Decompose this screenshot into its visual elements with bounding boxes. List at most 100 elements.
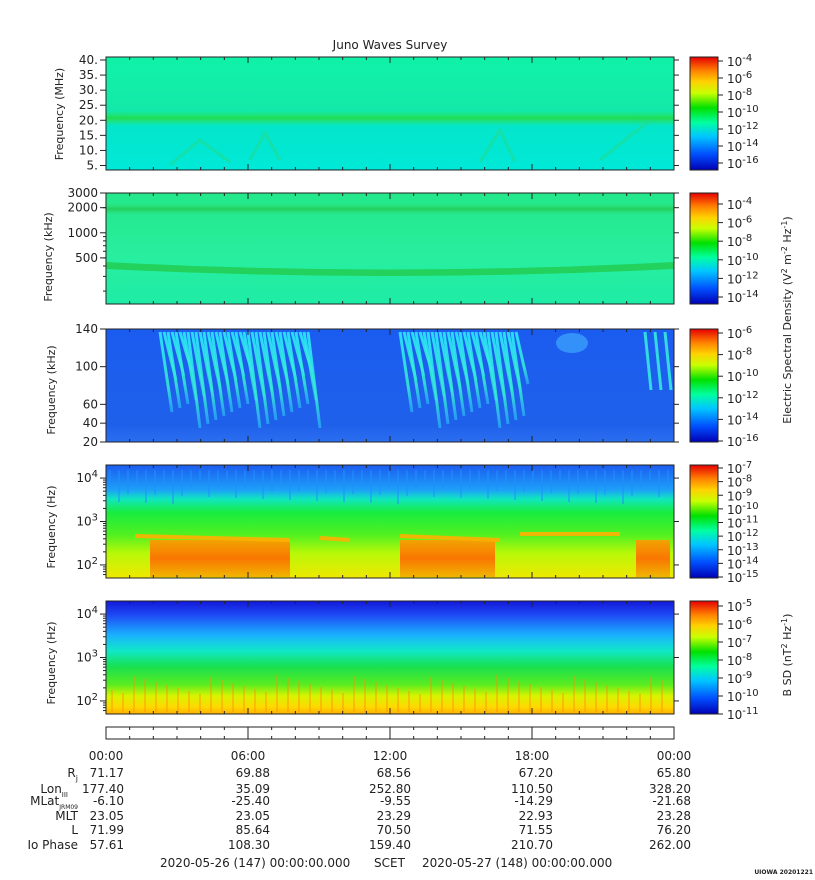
emission-line [134,532,620,542]
panel-1-spectrogram: Frequency (MHz) 5.10.15.20.25.30.35.40. [53,53,679,172]
colorbar-tick-label: 10-12 [727,390,759,406]
panel-3-bursts [158,331,673,429]
burst-streak [643,331,653,391]
burst-streak [502,331,518,421]
svg-text:MLT: MLT [55,809,78,823]
panel-4-spectrogram: Frequency (Hz) 102 103 104 [45,464,679,579]
panel-3-ylabel: Frequency (kHz) [45,345,58,434]
y-tick-label: 30. [79,83,98,97]
y-tick-label: 104 [76,469,98,485]
burst-streak [486,331,502,429]
colorbar-tick-label: 10-8 [727,233,752,249]
burst-streak [186,331,202,429]
svg-text:65.80: 65.80 [657,766,691,780]
panel-1-faint-arcs [169,118,651,167]
svg-text:-6.10: -6.10 [93,794,124,808]
svg-text:22.93: 22.93 [519,809,553,823]
burst-streak [234,331,250,405]
ephemeris-row-rj: Rj 71.17 69.88 68.56 67.20 65.80 [67,766,691,783]
y-tick-label: 140 [75,322,98,336]
y-tick-label: 103 [76,513,98,529]
burst-streak [202,331,218,421]
time-tick-label: 06:00 [231,749,266,763]
svg-text:-9.55: -9.55 [380,794,411,808]
y-tick-label: 104 [76,605,98,621]
y-tick-label: 102 [76,692,98,708]
panel-1-emission-band [106,110,674,126]
burst-streak [474,331,490,405]
colorbar-tick-label: 10-14 [727,411,759,427]
colorbar-tick-label: 10-6 [727,325,752,341]
burst-streak [466,331,482,409]
svg-text:LonIII: LonIII [40,782,68,799]
chart-title: Juno Waves Survey [332,38,448,52]
svg-text:Io Phase: Io Phase [27,838,78,852]
burst-streak [514,331,530,385]
burst-streak [406,331,422,409]
panel-2-ylabel: Frequency (kHz) [42,212,55,301]
svg-text:35.09: 35.09 [236,782,270,796]
svg-text:Rj: Rj [67,766,78,783]
y-tick-label: 40 [83,416,98,430]
burst-streak [450,331,466,417]
ephemeris-row-l: L 71.99 85.64 70.50 71.55 76.20 [71,823,691,837]
time-range-end: 2020-05-27 (148) 00:00:00.000 [422,856,612,870]
svg-text:71.99: 71.99 [90,823,124,837]
panel-5-spectrogram: Frequency (Hz) 102 103 104 [45,600,679,715]
panel-3-patch [556,333,588,353]
svg-text:23.29: 23.29 [377,809,411,823]
colorbar-tick-label: 10-8 [727,652,752,668]
panel-5-ylabel: Frequency (Hz) [45,622,58,705]
burst-streak [434,331,450,425]
colorbar-tick-label: 10-16 [727,433,759,449]
colorbar-3: 10-6 10-8 10-10 10-12 10-14 10-16 [689,325,759,449]
colorbar-2: 10-4 10-6 10-8 10-10 10-12 10-14 [689,192,759,305]
panel-5-background [106,601,674,714]
burst-streak [218,331,234,413]
hot-region [150,540,290,577]
burst-streak [286,331,302,409]
ephemeris-row-mlt: MLT 23.05 23.05 23.29 22.93 23.28 [55,809,691,823]
colorbar-tick-label: 10-10 [727,688,759,704]
colorbar-4: 10-710-810-910-1010-1110-1210-1310-1410-… [689,460,759,585]
svg-text:68.56: 68.56 [377,766,411,780]
svg-text:23.05: 23.05 [90,809,124,823]
svg-text:23.05: 23.05 [236,809,270,823]
colorbar-tick-label: 10-10 [727,501,759,517]
footer-stamp: UIOWA 20201221 [754,869,813,876]
burst-streak [226,331,242,409]
colorbar-title-magnetic: B SD (nT2 Hz-1) [780,614,794,697]
y-tick-label: 100 [75,360,98,374]
panel-2-band-2000 [106,203,674,215]
svg-text:71.55: 71.55 [519,823,553,837]
svg-text:MLatJRM09: MLatJRM09 [30,794,78,811]
colorbar-tick-label: 10-12 [727,528,759,544]
y-tick-label: 2000 [67,201,98,215]
colorbar-tick-label: 10-14 [727,138,759,154]
svg-text:110.50: 110.50 [511,782,553,796]
burst-streak [294,331,310,405]
colorbar-tick-label: 10-16 [727,155,759,171]
colorbar-tick-label: 10-13 [727,542,759,558]
svg-text:-21.68: -21.68 [652,794,691,808]
time-tick-label: 18:00 [515,749,550,763]
svg-text:23.28: 23.28 [657,809,691,823]
burst-streak [458,331,474,413]
burst-streak [398,331,414,413]
y-tick-label: 1000 [67,226,98,240]
colorbar-tick-label: 10-10 [727,104,759,120]
burst-streak [174,331,190,405]
svg-text:69.88: 69.88 [236,766,270,780]
burst-streak [494,331,510,425]
colorbar-tick-label: 10-10 [727,368,759,384]
panel-1-ylabel: Frequency (MHz) [53,68,66,160]
colorbar-tick-label: 10-14 [727,555,759,571]
colorbar-tick-label: 10-12 [727,121,759,137]
colorbar-tick-label: 10-6 [727,215,752,231]
burst-streak [246,331,262,429]
burst-streak [270,331,286,417]
panel-3-spectrogram: Frequency (kHz) 20 40 60 100 140 [45,322,679,449]
burst-streak [262,331,278,421]
colorbar-tick-label: 10-8 [727,87,752,103]
